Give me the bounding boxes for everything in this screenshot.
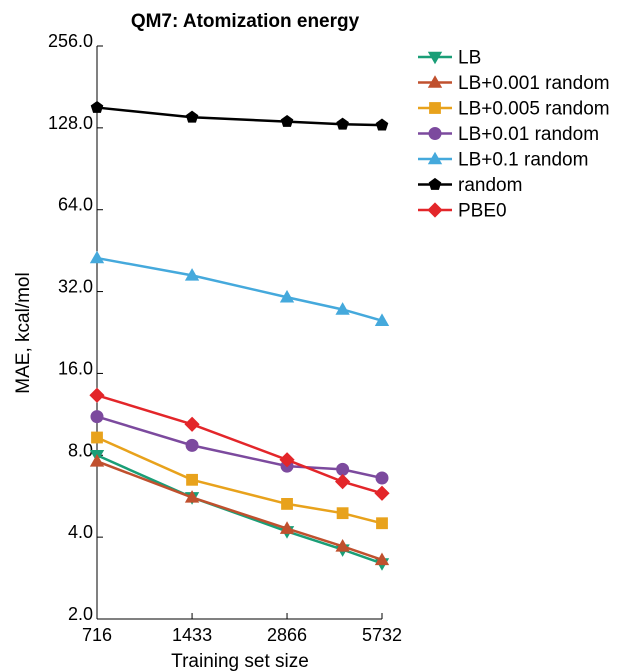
legend-item-lb-0-005-random: LB+0.005 random [418,99,610,120]
data-point-lb-0-001-random [374,552,390,566]
legend-marker [428,177,442,190]
data-point-lb-0-1-random [374,313,390,326]
legend-label: LB+0.01 random [458,124,599,145]
data-point-lb-0-001-random [335,539,350,552]
series-random [90,100,389,131]
data-point-lb-0-001-random [89,454,105,467]
y-tick-label: 16.0 [58,358,93,378]
legend-item-random: random [418,175,522,196]
data-point-pbe0 [374,485,390,501]
chart-title: QM7: Atomization energy [131,11,360,32]
legend-label: LB+0.1 random [458,150,588,171]
data-point-lb-0-01-random [185,438,199,452]
legend-marker [427,51,443,65]
data-point-lb-0-1-random [89,250,105,264]
y-tick-label: 64.0 [58,195,93,215]
data-point-lb-0-001-random [184,490,200,503]
data-point-lb-0-005-random [91,431,103,444]
series-pbe0 [89,387,390,501]
data-point-pbe0 [184,416,200,432]
legend-label: LB [458,48,481,69]
legend-marker [428,127,442,140]
x-tick-label: 1433 [172,625,212,645]
y-axis-label: MAE, kcal/mol [13,272,34,393]
data-point-pbe0 [335,474,351,490]
legend-label: random [458,175,522,196]
y-tick-label: 128.0 [48,113,93,133]
data-point-lb-0-01-random [375,471,389,485]
data-point-random [375,118,389,131]
data-point-lb-0-001-random [279,521,295,534]
x-tick-label: 716 [82,625,112,645]
data-point-lb-0-005-random [186,473,198,486]
legend-item-lb-0-1-random: LB+0.1 random [418,150,588,171]
data-point-lb-0-01-random [90,410,104,424]
legend-label: LB+0.001 random [458,73,610,94]
data-point-lb-0-1-random [279,289,295,303]
y-tick-label: 8.0 [68,440,93,460]
legend-marker [427,151,443,165]
data-point-pbe0 [279,452,295,468]
data-point-random [336,117,349,130]
legend-marker [427,202,443,218]
legend-marker [427,75,443,88]
data-point-lb-0-1-random [335,302,350,315]
data-point-lb-0-005-random [376,517,388,530]
y-tick-label: 2.0 [68,604,93,624]
x-tick-label: 2866 [267,625,307,645]
data-point-lb-0-005-random [281,498,293,510]
data-point-pbe0 [89,387,105,403]
legend-marker [429,102,441,114]
data-point-lb-0-005-random [336,507,349,520]
data-point-random [280,114,294,127]
legend-label: LB+0.005 random [458,99,610,120]
series-lb-0-1-random [89,250,390,326]
legend-item-pbe0: PBE0 [418,201,507,222]
data-point-lb-0-01-random [336,462,350,476]
legend: LB LB+0.001 random LB+0.005 random LB+0.01 … [418,48,610,222]
x-tick-label: 5732 [362,625,402,645]
legend-item-lb: LB [418,48,481,69]
series-lb-0-005-random [91,431,388,530]
y-tick-label: 4.0 [68,522,93,542]
data-point-random [185,110,199,123]
data-point-random [90,100,104,113]
legend-item-lb-0-01-random: LB+0.01 random [418,124,599,145]
y-tick-label: 256.0 [48,31,93,51]
legend-item-lb-0-001-random: LB+0.001 random [418,73,610,94]
data-point-lb-0-1-random [184,268,200,281]
x-axis-label: Training set size [171,651,309,672]
legend-label: PBE0 [458,201,507,222]
series-lb-0-001-random [89,454,390,566]
plot-area: 2.0 4.0 8.0 16.0 32.0 64.0 128.0 256.0 716 1433 28… [48,31,402,645]
y-tick-label: 32.0 [58,277,93,297]
